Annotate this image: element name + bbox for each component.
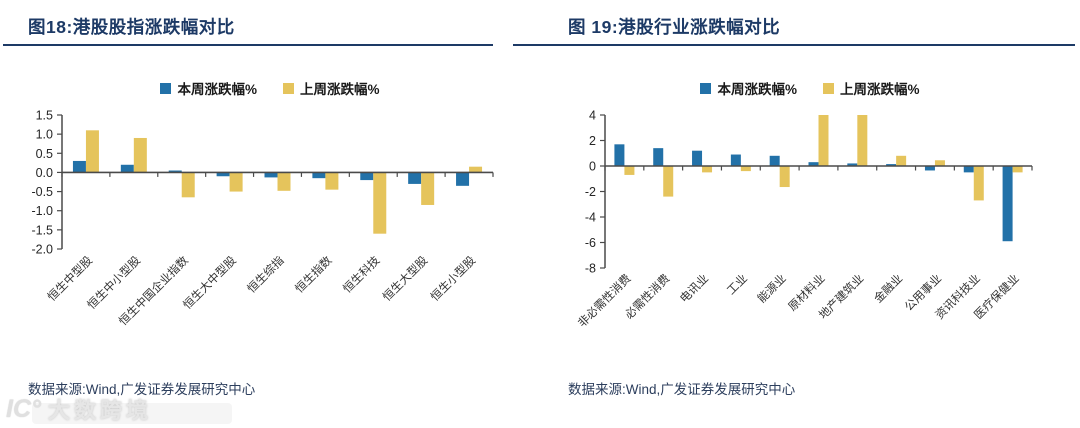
- bar: [469, 166, 483, 173]
- bars-group: [72, 130, 483, 234]
- bar: [373, 172, 387, 234]
- bar: [886, 164, 897, 166]
- x-axis-label: 电讯业: [678, 272, 712, 306]
- bar: [1012, 166, 1023, 173]
- axes-group: 1.5 1.0 0.5 0.0 -0.5 -1.0 -1.5 -2.0: [31, 109, 494, 257]
- bar: [277, 172, 291, 191]
- bar-chart-18: 1.5 1.0 0.5 0.0 -0.5 -1.0 -1.5 -2.0恒生中型股恒生中小型股恒…: [31, 109, 494, 328]
- data-source-label: 数据来源:Wind,广发证券发展研究中心: [568, 382, 796, 397]
- y-tick-label: -8: [585, 262, 596, 276]
- legend-swatch-icon: [823, 82, 834, 94]
- y-tick-label: -0.5: [31, 185, 53, 199]
- x-axis-label: 恒生小型股: [428, 253, 479, 304]
- y-tick-label: 2: [589, 134, 596, 148]
- legend-swatch-icon: [700, 82, 712, 94]
- legend-label: 上周涨跌幅%: [840, 82, 920, 97]
- legend-item: 本周涨跌幅%: [700, 78, 797, 98]
- bar: [973, 166, 984, 201]
- chart-legend: 本周涨跌幅% 上周涨跌幅%: [0, 78, 540, 98]
- bar: [730, 154, 741, 166]
- bar: [808, 162, 819, 166]
- bar: [72, 160, 86, 173]
- bar: [325, 172, 339, 190]
- legend-label: 本周涨跌幅%: [717, 82, 797, 97]
- bar: [692, 150, 703, 166]
- bar: [264, 172, 278, 178]
- legend-item: 上周涨跌幅%: [283, 78, 380, 98]
- bar: [614, 144, 625, 166]
- data-source-label: 数据来源:Wind,广发证券发展研究中心: [28, 382, 256, 397]
- bar: [663, 166, 674, 197]
- bars-group: [614, 115, 1023, 242]
- chart-panel-18: 图18:港股股指涨跌幅对比 本周涨跌幅% 上周涨跌幅% 1.5 1.0 0.5 0.0 -…: [0, 17, 540, 397]
- bar: [456, 172, 470, 186]
- chart-legend: 本周涨跌幅% 上周涨跌幅%: [540, 78, 1080, 98]
- x-axis-label: 恒生大型股: [380, 253, 431, 304]
- y-tick-label: 4: [589, 109, 596, 123]
- bar: [408, 172, 422, 184]
- legend-item: 本周涨跌幅%: [160, 78, 257, 98]
- y-tick-label: 0: [589, 160, 596, 174]
- x-axis-label: 恒生综指: [244, 253, 286, 295]
- bar: [779, 166, 790, 188]
- bar: [312, 172, 326, 179]
- y-tick-label: 0.0: [36, 166, 53, 180]
- bar: [924, 166, 935, 171]
- y-tick-label: 1.5: [36, 109, 53, 123]
- y-tick-label: -1.5: [31, 223, 53, 237]
- legend-item: 上周涨跌幅%: [823, 78, 920, 98]
- bar: [818, 115, 829, 166]
- bar: [229, 172, 243, 192]
- legend-label: 本周涨跌幅%: [177, 82, 257, 97]
- x-axis-label: 非必需性消费: [575, 271, 634, 330]
- legend-swatch-icon: [283, 82, 294, 94]
- bar: [168, 170, 182, 173]
- x-axis-label: 恒生中型股: [45, 253, 96, 304]
- chart-title-18: 图18:港股股指涨跌幅对比: [28, 17, 235, 37]
- bar: [1002, 166, 1013, 242]
- legend-swatch-icon: [160, 82, 172, 94]
- x-axis-label: 恒生指数: [292, 253, 335, 296]
- bar: [624, 166, 635, 175]
- bar: [421, 172, 435, 205]
- x-axis-label: 恒生科技: [340, 253, 383, 296]
- bar: [85, 130, 99, 173]
- title-rule: [513, 44, 1075, 46]
- bar: [963, 166, 974, 173]
- bar: [857, 115, 868, 166]
- x-axis-label: 原材料业: [785, 271, 827, 313]
- bar: [133, 137, 147, 173]
- y-tick-label: 1.0: [36, 128, 53, 142]
- bar: [120, 164, 134, 173]
- bar: [653, 148, 664, 166]
- y-tick-label: -2.0: [31, 243, 53, 257]
- x-axis-label: 能源业: [755, 271, 789, 305]
- bar-chart-19: 4 2 0 -2 -4 -6 -8非必需性消费必需性消费 电讯业 工业 能源业原材料业地产建筑业金…: [575, 109, 1033, 330]
- y-tick-label: -6: [585, 236, 596, 250]
- bar: [216, 172, 230, 177]
- bar: [702, 166, 713, 173]
- x-axis-label: 金融业: [871, 271, 905, 305]
- y-tick-label: -1.0: [31, 204, 53, 218]
- bar: [181, 172, 195, 198]
- bar: [896, 155, 907, 166]
- bar: [934, 160, 945, 166]
- bar: [769, 155, 780, 166]
- bar: [740, 166, 751, 172]
- legend-label: 上周涨跌幅%: [300, 82, 380, 97]
- x-axis-label: 公用事业: [902, 272, 944, 314]
- axes-group: 4 2 0 -2 -4 -6 -8: [585, 109, 1033, 276]
- title-rule: [3, 44, 493, 46]
- x-axis-label: 工业: [725, 272, 750, 297]
- chart-title-19: 图 19:港股行业涨跌幅对比: [568, 17, 781, 37]
- bar: [360, 172, 374, 181]
- bar: [847, 163, 858, 166]
- chart-panel-19: 图 19:港股行业涨跌幅对比 本周涨跌幅% 上周涨跌幅% 4 2 0 -2 -4 -6 -8 非…: [513, 0, 1080, 428]
- y-tick-label: -2: [585, 185, 596, 199]
- y-tick-label: -4: [585, 211, 596, 225]
- y-tick-label: 0.5: [36, 147, 53, 161]
